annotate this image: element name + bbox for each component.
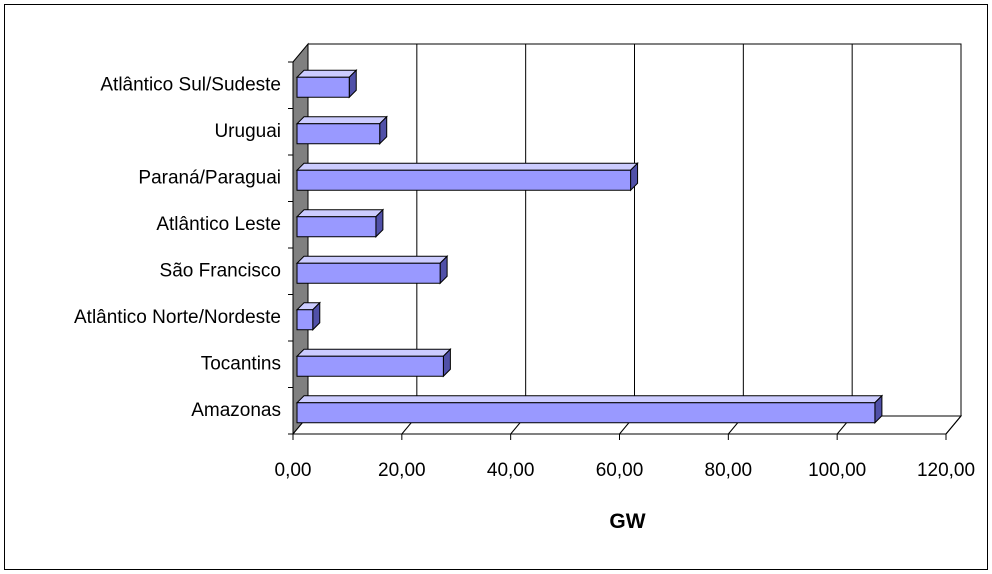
category-label: Amazonas bbox=[191, 400, 281, 421]
x-tick-label: 20,00 bbox=[378, 460, 426, 481]
x-tick-labels: 0,00 20,00 40,00 60,00 80,00 100,00 120,00 bbox=[275, 460, 976, 481]
floor-gridline bbox=[945, 415, 962, 435]
x-tick-label: 60,00 bbox=[596, 460, 644, 481]
bar-front bbox=[296, 169, 632, 191]
bar-top bbox=[295, 162, 639, 171]
bar bbox=[295, 348, 452, 378]
bar bbox=[295, 255, 449, 285]
bar-front bbox=[296, 262, 441, 284]
bars bbox=[295, 69, 884, 424]
bar-top bbox=[295, 395, 884, 404]
bar-top bbox=[295, 348, 452, 357]
category-label: Atlântico Norte/Nordeste bbox=[74, 307, 281, 328]
category-label: Atlântico Leste bbox=[156, 214, 281, 235]
category-label: São Francisco bbox=[160, 260, 281, 281]
chart-frame bbox=[4, 4, 988, 570]
bar-top bbox=[295, 69, 358, 78]
bar bbox=[295, 301, 321, 331]
bar-top bbox=[295, 209, 385, 218]
x-tick-label: 120,00 bbox=[917, 460, 975, 481]
category-label: Atlântico Sul/Sudeste bbox=[100, 74, 281, 95]
category-label: Paraná/Paraguai bbox=[138, 167, 281, 188]
x-tick-label: 100,00 bbox=[808, 460, 866, 481]
bar-front bbox=[296, 402, 876, 424]
category-label: Uruguai bbox=[214, 121, 281, 142]
category-label: Tocantins bbox=[201, 353, 281, 374]
bar bbox=[295, 208, 385, 238]
bar-top bbox=[295, 255, 449, 264]
bar-top bbox=[295, 116, 388, 125]
x-axis-title: GW bbox=[609, 510, 645, 533]
bar-front bbox=[296, 123, 381, 145]
category-labels: Amazonas Tocantins Atlântico Norte/Nordest… bbox=[74, 74, 281, 421]
bar bbox=[295, 162, 639, 192]
bar bbox=[295, 394, 884, 424]
x-tick-label: 0,00 bbox=[275, 460, 312, 481]
bar-front bbox=[296, 309, 314, 331]
gridlines bbox=[292, 44, 962, 440]
bar-front bbox=[296, 355, 444, 377]
bar-front bbox=[296, 76, 350, 98]
bar bbox=[295, 115, 388, 145]
bar bbox=[295, 69, 358, 99]
x-tick-label: 80,00 bbox=[705, 460, 753, 481]
bar-front bbox=[296, 216, 377, 238]
x-tick-label: 40,00 bbox=[487, 460, 535, 481]
